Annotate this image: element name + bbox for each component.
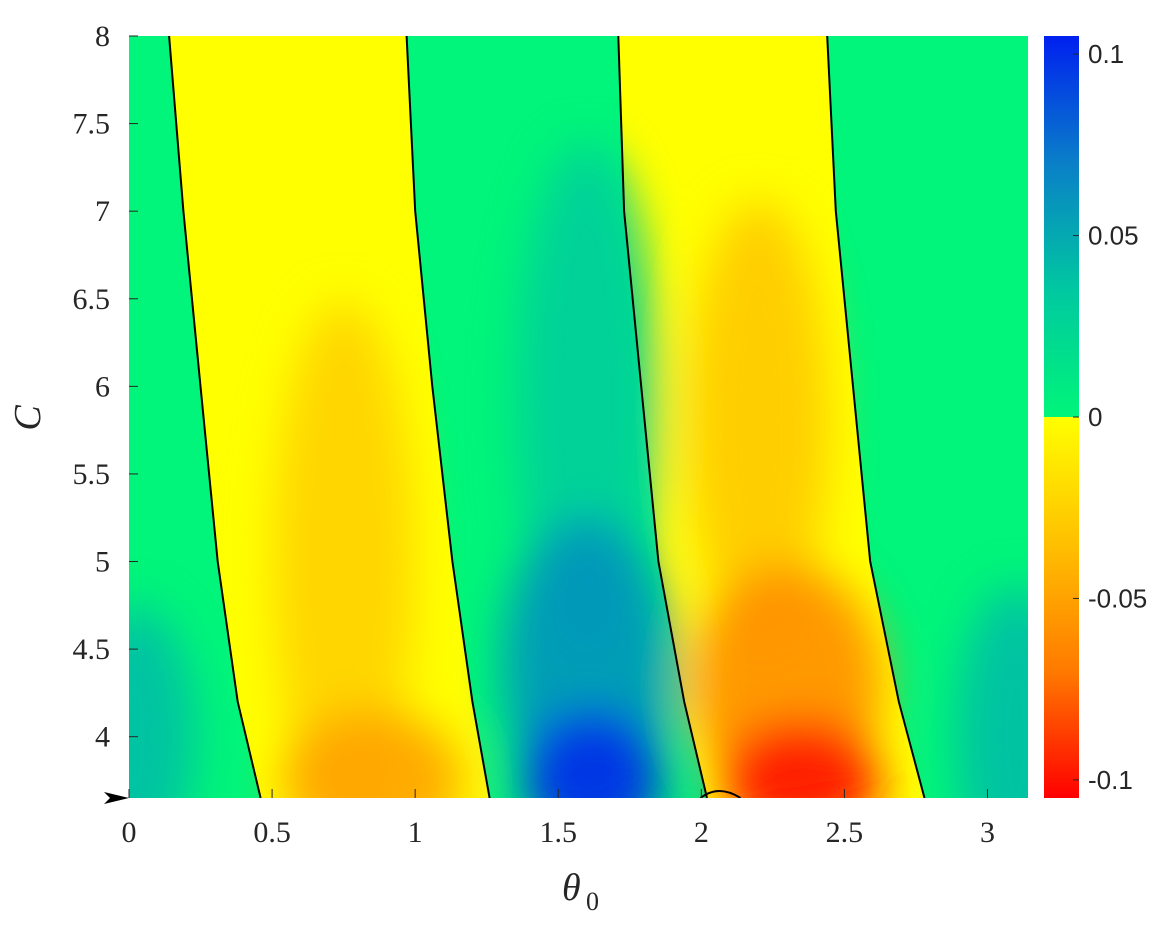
y-tick-label: 4 <box>95 721 110 754</box>
positive-right-edge <box>956 586 1028 798</box>
zero-contour-1 <box>168 36 262 798</box>
heatmap-field <box>129 36 1028 798</box>
colorbar-positive <box>1044 36 1079 417</box>
x-axis-title-subscript: 0 <box>586 887 599 916</box>
y-tick-label: 7 <box>95 195 110 228</box>
x-tick-label: 0 <box>122 816 137 849</box>
colorbar-tick-label: -0.1 <box>1088 765 1133 795</box>
y-tick-label: 4.5 <box>73 633 111 666</box>
zero-contour-4 <box>826 36 926 798</box>
x-tick-label: 2 <box>694 816 709 849</box>
positive-left-edge <box>129 606 195 798</box>
x-tick-label: 0.5 <box>253 816 291 849</box>
x-tick-label: 2.5 <box>826 816 864 849</box>
y-tick-label: 5 <box>95 546 110 579</box>
zero-contour-arc <box>699 790 742 798</box>
colorbar: 0.1 0.05 0 -0.05 -0.1 <box>1044 36 1147 798</box>
y-tick-label: 6 <box>95 370 110 403</box>
negative-right-glow <box>688 201 829 642</box>
y-tick-label: 8 <box>95 20 110 53</box>
x-axis-title-main: θ <box>562 867 581 909</box>
colorbar-negative <box>1044 417 1079 798</box>
x-tick-label: 1 <box>408 816 423 849</box>
x-tick-label: 3 <box>980 816 995 849</box>
colorbar-tick-label: -0.05 <box>1088 583 1147 613</box>
y-axis-title: C <box>7 405 49 431</box>
negative-peak <box>721 720 882 798</box>
zero-contour-2 <box>405 36 491 798</box>
y-marker-arrowhead <box>104 792 129 804</box>
heatmap-plot-area <box>129 36 1028 798</box>
y-tick-label: 7.5 <box>73 108 111 141</box>
y-tick-label: 6.5 <box>73 283 111 316</box>
y-tick-label: 5.5 <box>73 458 111 491</box>
y-axis-marker <box>104 792 129 804</box>
x-axis-ticks: 0 0.5 1 1.5 2 2.5 3 <box>122 789 995 849</box>
x-axis-title: θ 0 <box>562 867 599 916</box>
zero-contours <box>168 36 926 798</box>
positive-peak <box>522 710 663 798</box>
field-intensity <box>129 143 1028 798</box>
negative-left-core <box>282 710 463 798</box>
colorbar-tick-label: 0 <box>1088 402 1102 432</box>
x-tick-label: 1.5 <box>539 816 577 849</box>
colorbar-tick-label: 0.1 <box>1088 39 1124 69</box>
colorbar-ticks: 0.1 0.05 0 -0.05 -0.1 <box>1073 39 1147 795</box>
y-axis-ticks: 4 4.5 5 5.5 6 6.5 7 7.5 8 <box>73 20 138 754</box>
negative-left-glow <box>273 301 414 798</box>
zero-contour-3 <box>617 36 708 798</box>
colorbar-tick-label: 0.05 <box>1088 221 1139 251</box>
